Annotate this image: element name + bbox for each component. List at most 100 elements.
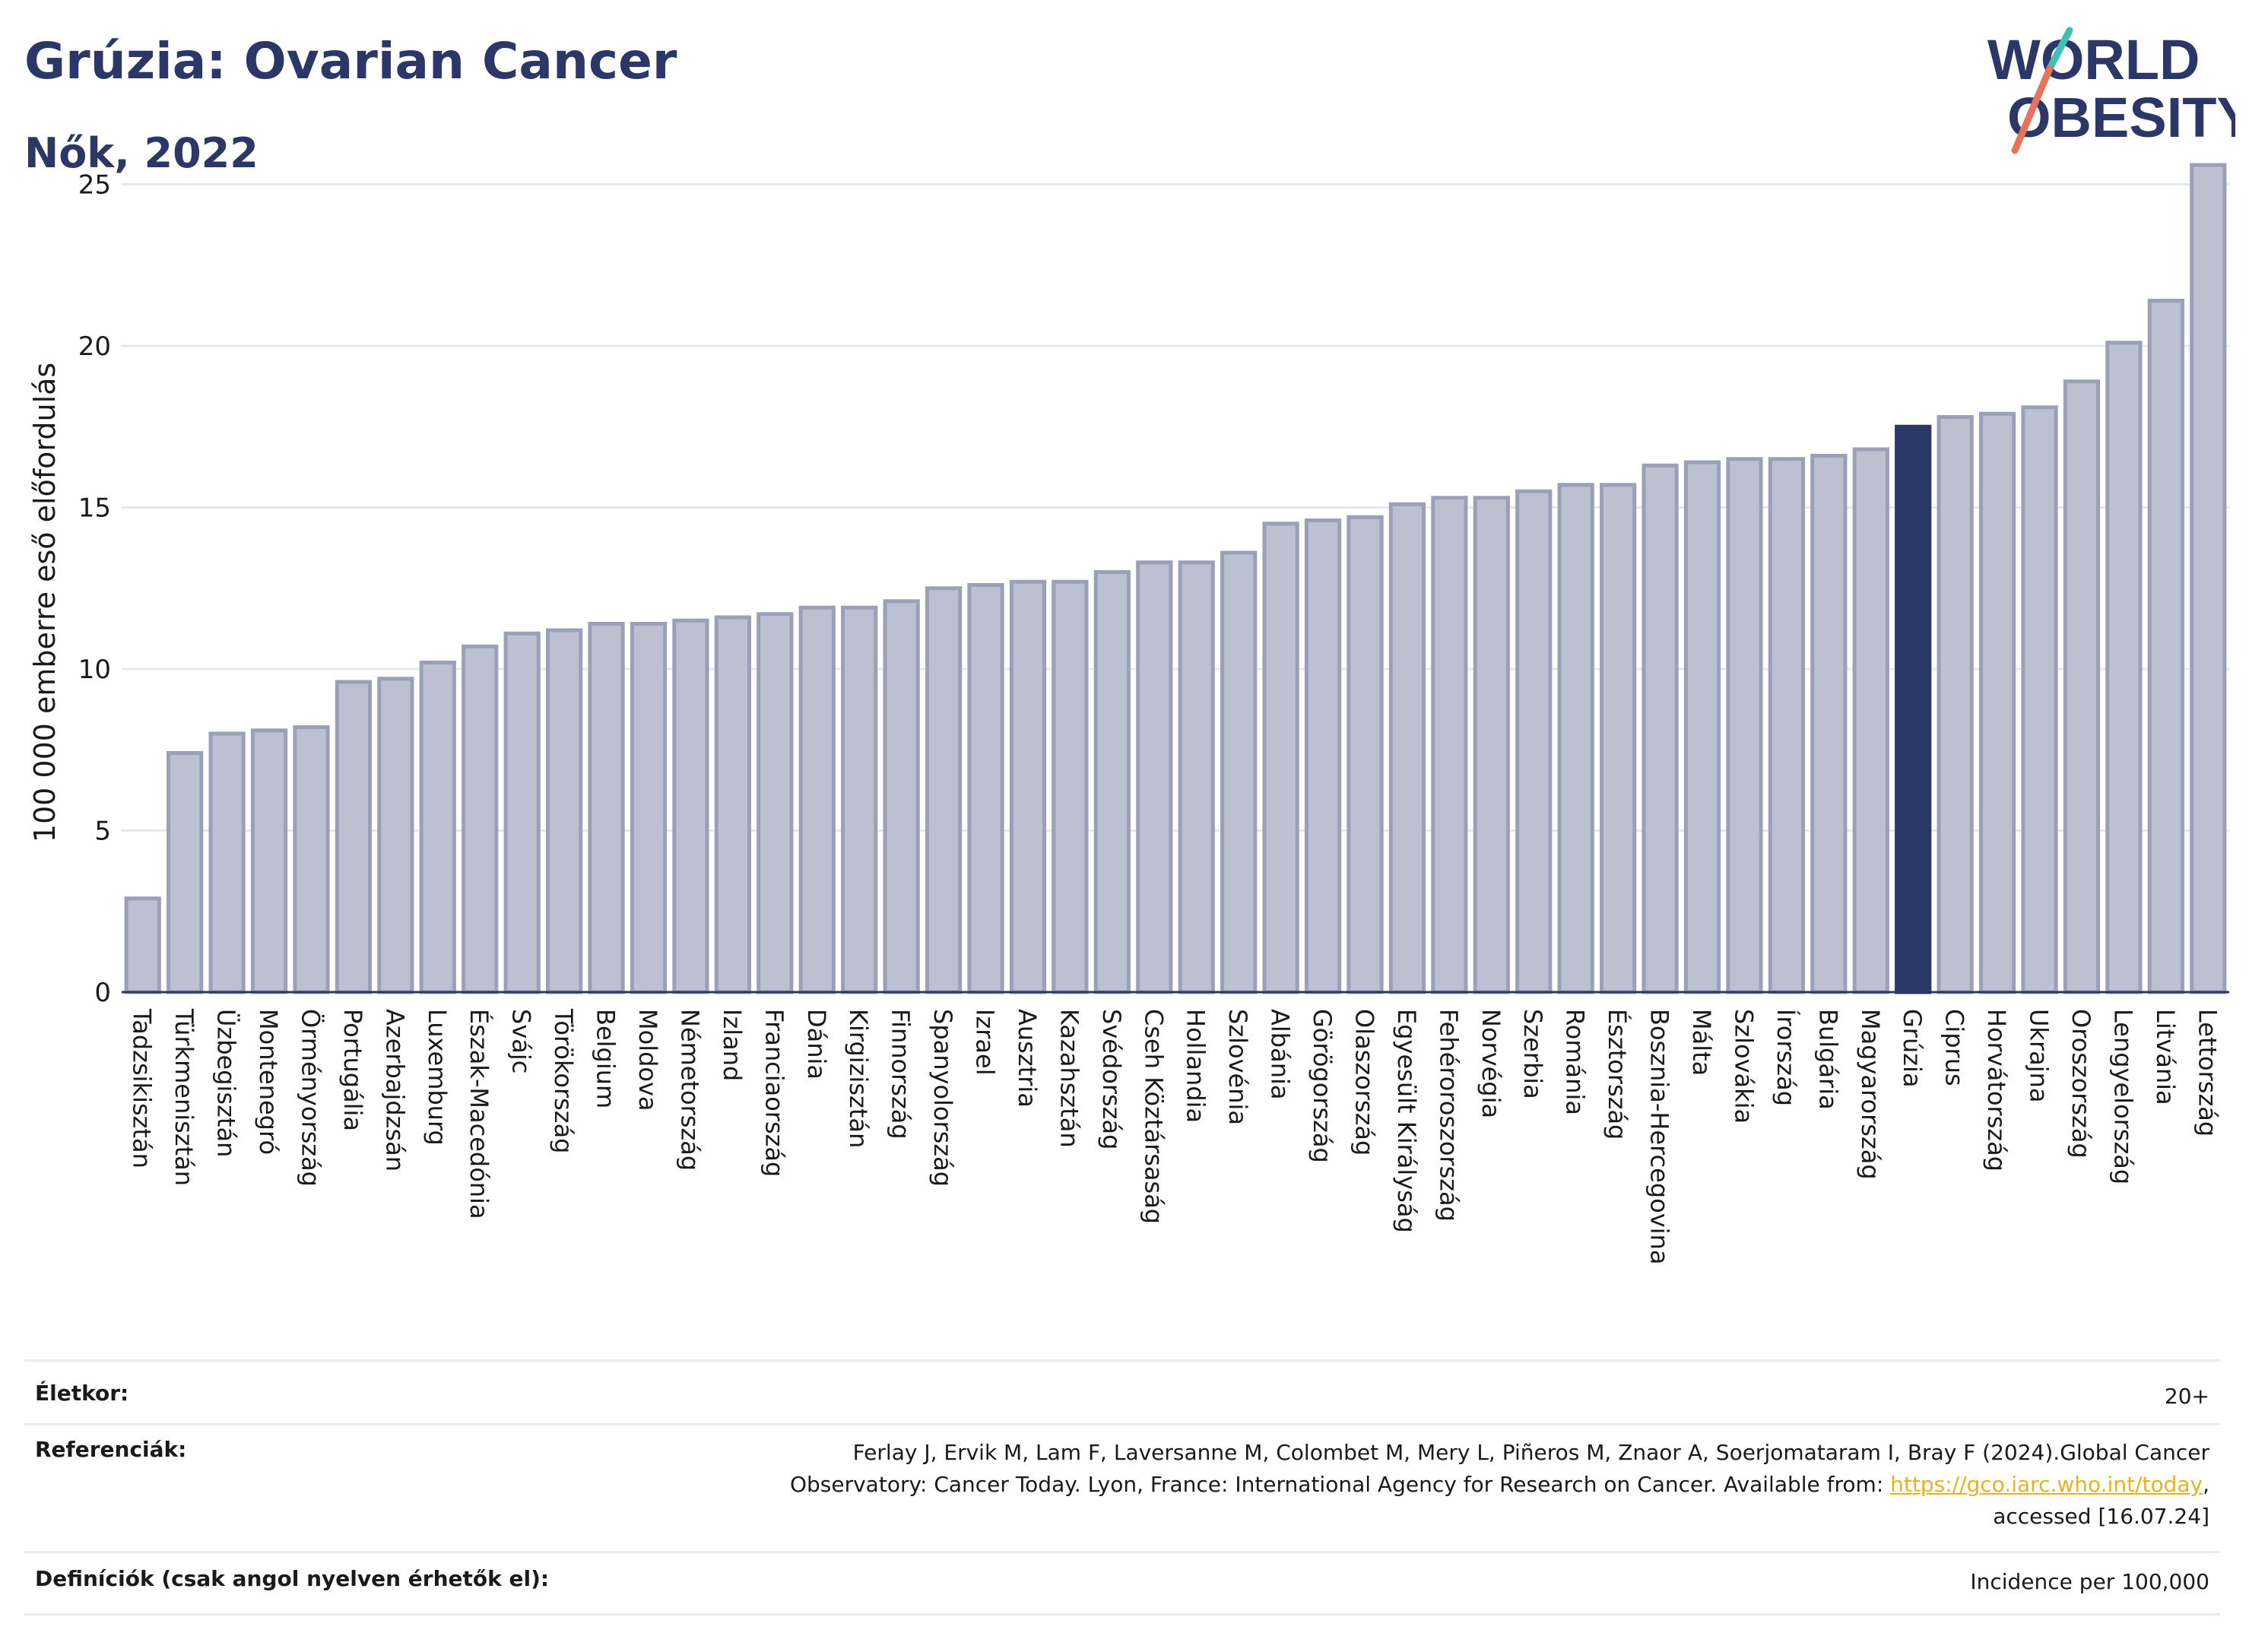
x-category-label: Moldova bbox=[633, 1009, 662, 1111]
x-category-label: Tadzsikisztán bbox=[128, 1008, 157, 1168]
y-tick-label: 0 bbox=[94, 978, 111, 1008]
bar bbox=[1642, 463, 1679, 994]
x-category-label: Ausztria bbox=[1013, 1009, 1042, 1108]
bar bbox=[1852, 447, 1889, 994]
bar bbox=[1978, 411, 2016, 994]
y-tick-label: 20 bbox=[78, 331, 111, 362]
x-category-label: Törökország bbox=[549, 1008, 578, 1153]
bar bbox=[2147, 299, 2184, 994]
reference-link[interactable]: https://gco.iarc.who.int/today bbox=[1890, 1472, 2203, 1497]
bar bbox=[419, 661, 456, 994]
x-category-label: Spanyolország bbox=[928, 1009, 957, 1187]
bar bbox=[798, 605, 836, 994]
bar bbox=[1431, 496, 1468, 994]
x-category-label: Írország bbox=[1772, 1009, 1800, 1106]
age-label: Életkor: bbox=[35, 1381, 129, 1406]
x-category-label: Dánia bbox=[802, 1009, 831, 1080]
world-obesity-logo: WORLD OBESITY bbox=[1987, 27, 2235, 154]
x-category-label: Portugália bbox=[338, 1009, 367, 1131]
bar bbox=[1388, 502, 1426, 994]
bar bbox=[462, 644, 499, 994]
bar bbox=[1599, 483, 1637, 994]
y-axis-title: 100 000 emberre eső előfordulás bbox=[28, 363, 62, 842]
y-tick-label: 25 bbox=[78, 170, 111, 201]
x-category-label: Oroszország bbox=[2067, 1009, 2095, 1159]
bar bbox=[841, 605, 878, 994]
bar bbox=[545, 628, 583, 994]
bar bbox=[2063, 379, 2101, 994]
bar-chart: 0 5 10 15 20 25 Tadzsikisztán Türkmenisztán Üzb… bbox=[28, 163, 2229, 1264]
x-category-label: Kazahsztán bbox=[1055, 1009, 1083, 1148]
x-category-label: Albánia bbox=[1266, 1009, 1295, 1099]
bar bbox=[1810, 454, 1848, 994]
x-axis-labels: Tadzsikisztán Türkmenisztán Üzbegisztán Mon… bbox=[128, 1008, 2222, 1264]
x-category-label: Lengyelország bbox=[2108, 1009, 2137, 1184]
x-category-label: Szerbia bbox=[1518, 1009, 1547, 1099]
bar bbox=[925, 586, 963, 994]
x-category-label: Németország bbox=[675, 1009, 704, 1171]
bar bbox=[293, 725, 330, 994]
y-tick-label: 15 bbox=[78, 493, 111, 524]
bar bbox=[1726, 457, 1763, 994]
bar bbox=[1136, 560, 1173, 994]
x-category-label: Bulgária bbox=[1813, 1009, 1842, 1110]
bar bbox=[167, 751, 204, 994]
x-category-label: Azerbajdzsán bbox=[380, 1009, 409, 1172]
bar-highlighted bbox=[1895, 424, 1932, 994]
x-category-label: Egyesült Királyság bbox=[1392, 1009, 1421, 1233]
bar bbox=[1093, 570, 1131, 994]
x-category-label: Svédország bbox=[1097, 1009, 1126, 1149]
x-category-label: Lettország bbox=[2193, 1009, 2222, 1137]
bar bbox=[2105, 341, 2143, 994]
bar bbox=[503, 631, 541, 994]
x-category-label: Luxemburg bbox=[423, 1009, 452, 1146]
x-category-label: Belgium bbox=[592, 1009, 620, 1108]
x-category-label: Montenegró bbox=[254, 1009, 283, 1155]
bar bbox=[1515, 489, 1553, 994]
x-category-label: Izrael bbox=[971, 1009, 1000, 1076]
x-category-label: Bosznia-Hercegovina bbox=[1645, 1009, 1674, 1264]
bar bbox=[250, 728, 288, 994]
x-category-label: Görögország bbox=[1308, 1009, 1337, 1163]
info-table: Életkor: 20+ Referenciák: Ferlay J, Ervi… bbox=[24, 1359, 2220, 1618]
logo-line2: OBESITY bbox=[2007, 86, 2235, 149]
x-category-label: Hollandia bbox=[1182, 1009, 1210, 1123]
bars bbox=[124, 163, 2227, 994]
x-category-label: Finnország bbox=[887, 1009, 915, 1140]
bar bbox=[1768, 457, 1806, 994]
page-title: Grúzia: Ovarian Cancer bbox=[24, 32, 677, 90]
bar bbox=[335, 680, 373, 994]
bar bbox=[1304, 518, 1342, 994]
x-category-label: Románia bbox=[1561, 1009, 1590, 1115]
logo-line1: WORLD bbox=[1987, 28, 2200, 91]
bar bbox=[1473, 496, 1510, 994]
page-subtitle: Nők, 2022 bbox=[24, 129, 259, 177]
y-tick-label: 10 bbox=[78, 655, 111, 685]
x-category-label: Magyarország bbox=[1856, 1009, 1885, 1180]
bar bbox=[1009, 579, 1047, 994]
bar bbox=[672, 618, 709, 994]
references-value: Ferlay J, Ervik M, Lam F, Laversanne M, … bbox=[790, 1437, 2209, 1533]
x-category-label: Fehéroroszország bbox=[1434, 1009, 1463, 1222]
x-category-label: Grúzia bbox=[1898, 1009, 1927, 1088]
y-axis-ticks: 0 5 10 15 20 25 bbox=[78, 170, 111, 1009]
bar bbox=[1178, 560, 1215, 994]
references-label: Referenciák: bbox=[35, 1437, 187, 1462]
bar bbox=[1683, 460, 1721, 994]
x-category-label: Horvátország bbox=[1982, 1009, 2011, 1172]
age-value: 20+ bbox=[2164, 1384, 2209, 1409]
bar bbox=[630, 622, 668, 994]
definitions-value: Incidence per 100,000 bbox=[1970, 1569, 2209, 1594]
x-category-label: Szlovákia bbox=[1729, 1009, 1758, 1124]
reference-line-3: accessed [16.07.24] bbox=[1993, 1504, 2209, 1529]
bar bbox=[377, 677, 414, 994]
bar bbox=[757, 612, 794, 994]
bar bbox=[714, 615, 752, 994]
x-category-label: Franciaország bbox=[760, 1009, 788, 1177]
x-category-label: Svájc bbox=[507, 1009, 536, 1073]
x-category-label: Izland bbox=[718, 1009, 747, 1081]
x-category-label: Litvánia bbox=[2151, 1009, 2180, 1105]
bar bbox=[1937, 415, 1974, 994]
x-category-label: Üzbegisztán bbox=[212, 1009, 241, 1157]
x-category-label: Kirgizisztán bbox=[844, 1009, 873, 1148]
